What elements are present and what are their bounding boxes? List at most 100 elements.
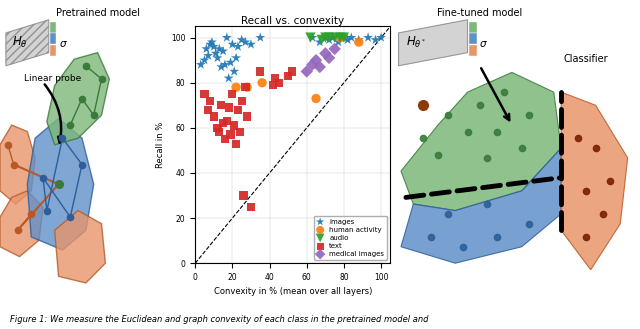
FancyBboxPatch shape: [50, 22, 56, 33]
images: [209, 44, 219, 49]
text: [220, 137, 230, 142]
images: [333, 39, 344, 45]
images: [220, 62, 230, 67]
Text: $H_{\theta^*}$: $H_{\theta^*}$: [406, 35, 426, 50]
Y-axis label: Recall in %: Recall in %: [156, 122, 165, 168]
images: [212, 55, 223, 61]
images: [227, 42, 237, 47]
images: [218, 48, 228, 54]
images: [225, 60, 236, 65]
images: [200, 58, 210, 63]
text: [270, 76, 280, 81]
Polygon shape: [6, 20, 49, 66]
medical images: [311, 58, 321, 63]
images: [205, 42, 215, 47]
Polygon shape: [47, 53, 109, 145]
text: [246, 204, 256, 210]
text: [209, 114, 219, 119]
images: [246, 42, 256, 47]
audio: [305, 35, 316, 40]
human activity: [354, 39, 364, 45]
FancyBboxPatch shape: [50, 33, 56, 44]
Polygon shape: [561, 92, 628, 270]
Text: Classifier: Classifier: [563, 54, 608, 64]
images: [237, 37, 247, 42]
text: [229, 123, 239, 128]
images: [328, 35, 338, 40]
images: [223, 76, 234, 81]
Polygon shape: [399, 20, 467, 66]
medical images: [307, 62, 317, 67]
images: [203, 53, 213, 58]
text: [283, 73, 293, 79]
FancyBboxPatch shape: [468, 33, 477, 44]
images: [346, 35, 356, 40]
Text: Pretrained model: Pretrained model: [56, 8, 140, 18]
images: [196, 62, 206, 67]
medical images: [301, 69, 312, 74]
Text: Linear probe: Linear probe: [24, 74, 81, 83]
images: [207, 39, 217, 45]
audio: [320, 35, 330, 40]
text: [225, 132, 236, 137]
medical images: [324, 55, 334, 61]
human activity: [231, 85, 241, 90]
text: [235, 130, 245, 135]
text: [200, 91, 210, 97]
human activity: [335, 35, 346, 40]
images: [231, 55, 241, 61]
Text: $\sigma$: $\sigma$: [479, 39, 488, 49]
images: [315, 39, 325, 45]
text: [268, 82, 278, 88]
text: [216, 103, 227, 108]
medical images: [330, 46, 340, 52]
audio: [330, 35, 340, 40]
FancyBboxPatch shape: [468, 45, 477, 56]
text: [212, 125, 223, 131]
images: [221, 35, 232, 40]
audio: [317, 37, 327, 42]
text: [214, 130, 225, 135]
human activity: [311, 96, 321, 101]
X-axis label: Convexity in % (mean over all layers): Convexity in % (mean over all layers): [214, 288, 372, 296]
text: [240, 85, 250, 90]
images: [342, 37, 353, 42]
audio: [339, 35, 349, 40]
audio: [324, 35, 334, 40]
human activity: [242, 85, 252, 90]
Title: Recall vs. convexity: Recall vs. convexity: [241, 15, 344, 26]
Polygon shape: [28, 118, 93, 250]
text: [203, 107, 213, 113]
medical images: [320, 51, 330, 56]
images: [371, 37, 381, 42]
images: [324, 37, 334, 42]
Legend: images, human activity, audio, text, medical images: images, human activity, audio, text, med…: [314, 216, 387, 260]
images: [240, 39, 250, 45]
Polygon shape: [0, 125, 35, 204]
text: [233, 107, 243, 113]
text: [242, 114, 252, 119]
images: [216, 64, 227, 69]
audio: [335, 35, 346, 40]
text: [218, 121, 228, 126]
images: [307, 35, 317, 40]
images: [354, 37, 364, 42]
Text: Fine-tuned model: Fine-tuned model: [437, 8, 522, 18]
text: [205, 98, 215, 103]
Polygon shape: [54, 211, 106, 283]
text: [287, 69, 297, 74]
images: [233, 44, 243, 49]
Polygon shape: [401, 148, 561, 263]
text: [237, 98, 247, 103]
images: [339, 35, 349, 40]
text: [221, 118, 232, 124]
images: [320, 35, 330, 40]
text: [255, 69, 266, 74]
text: [239, 193, 249, 198]
images: [376, 35, 386, 40]
images: [363, 35, 373, 40]
text: [274, 80, 284, 85]
text: [223, 105, 234, 110]
text: [231, 141, 241, 146]
FancyBboxPatch shape: [50, 45, 56, 56]
